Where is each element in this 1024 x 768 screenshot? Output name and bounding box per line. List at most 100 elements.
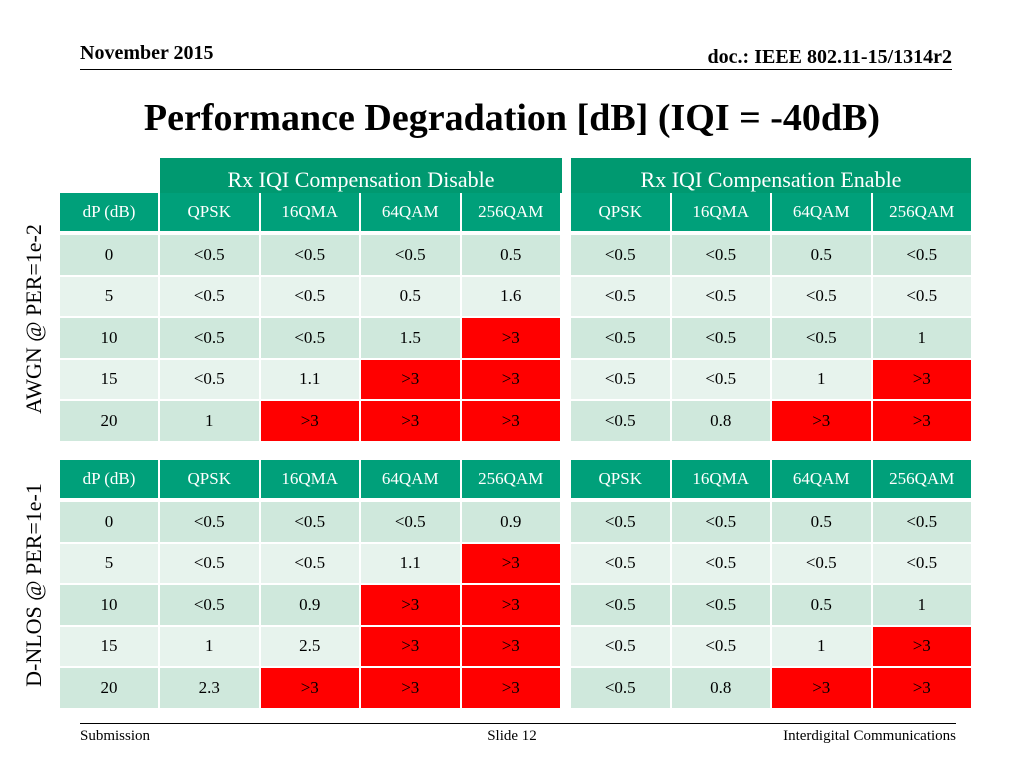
column-header: dP (dB) bbox=[60, 193, 160, 235]
column-header: 256QAM bbox=[461, 193, 562, 235]
table-cell: <0.5 bbox=[571, 543, 672, 585]
table-cell: >3 bbox=[361, 359, 462, 401]
table-row: 5 <0.5 <0.5 0.5 1.6 <0.5 <0.5 <0.5 <0.5 bbox=[60, 276, 973, 318]
table-row: 10 <0.5 0.9 >3 >3 <0.5 <0.5 0.5 1 bbox=[60, 585, 973, 627]
column-header: QPSK bbox=[160, 193, 261, 235]
table-cell: <0.5 bbox=[671, 543, 772, 585]
dp-cell: 20 bbox=[60, 401, 160, 443]
table-cell: >3 bbox=[361, 585, 462, 627]
slide-title: Performance Degradation [dB] (IQI = -40d… bbox=[143, 97, 881, 139]
table-cell: <0.5 bbox=[872, 276, 973, 318]
table-cell: <0.5 bbox=[160, 585, 261, 627]
dp-cell: 15 bbox=[60, 626, 160, 668]
table-row: 5 <0.5 <0.5 1.1 >3 <0.5 <0.5 <0.5 <0.5 bbox=[60, 543, 973, 585]
table-cell: <0.5 bbox=[772, 318, 873, 360]
table-cell: <0.5 bbox=[671, 318, 772, 360]
table-cell: <0.5 bbox=[160, 543, 261, 585]
table-cell: <0.5 bbox=[160, 276, 261, 318]
table-cell: <0.5 bbox=[571, 276, 672, 318]
table-cell: <0.5 bbox=[671, 235, 772, 277]
table-cell: <0.5 bbox=[571, 318, 672, 360]
table-cell: >3 bbox=[772, 668, 873, 710]
table-row: 20 2.3 >3 >3 >3 <0.5 0.8 >3 >3 bbox=[60, 668, 973, 710]
table-cell: >3 bbox=[361, 626, 462, 668]
table-cell: 0.8 bbox=[671, 401, 772, 443]
table-cell: <0.5 bbox=[872, 543, 973, 585]
column-header: 256QAM bbox=[461, 460, 562, 502]
table-cell: 1.1 bbox=[361, 543, 462, 585]
table-cell: <0.5 bbox=[671, 359, 772, 401]
group-header-compensation-enable: Rx IQI Compensation Enable bbox=[571, 158, 971, 194]
table-cell: 2.3 bbox=[160, 668, 261, 710]
footer-rule bbox=[80, 723, 956, 724]
table-cell: 0.5 bbox=[461, 235, 562, 277]
table-cell: 2.5 bbox=[260, 626, 361, 668]
table-cell: <0.5 bbox=[361, 502, 462, 544]
header-rule bbox=[80, 69, 952, 70]
table-cell: 0.9 bbox=[461, 502, 562, 544]
dp-cell: 10 bbox=[60, 585, 160, 627]
table-row: 20 1 >3 >3 >3 <0.5 0.8 >3 >3 bbox=[60, 401, 973, 443]
dp-cell: 0 bbox=[60, 235, 160, 277]
column-header: 16QMA bbox=[671, 460, 772, 502]
table-cell: >3 bbox=[872, 401, 973, 443]
column-header: 64QAM bbox=[772, 193, 873, 235]
table-cell: <0.5 bbox=[671, 626, 772, 668]
column-header: QPSK bbox=[160, 460, 261, 502]
dp-cell: 5 bbox=[60, 543, 160, 585]
table-cell: <0.5 bbox=[160, 235, 261, 277]
footer-submission: Submission bbox=[80, 728, 151, 744]
column-header: 64QAM bbox=[361, 193, 462, 235]
table-cell: >3 bbox=[772, 401, 873, 443]
table-cell: <0.5 bbox=[571, 359, 672, 401]
dp-cell: 10 bbox=[60, 318, 160, 360]
table-cell: >3 bbox=[461, 585, 562, 627]
table-cell: 1 bbox=[160, 401, 261, 443]
table-cell: 1.1 bbox=[260, 359, 361, 401]
header-doc-id: doc.: IEEE 802.11-15/1314r2 bbox=[707, 46, 952, 68]
header-date: November 2015 bbox=[80, 42, 214, 64]
dp-cell: 5 bbox=[60, 276, 160, 318]
table-cell: 1 bbox=[872, 585, 973, 627]
awgn-table: dP (dB) QPSK 16QMA 64QAM 256QAM QPSK 16QMA 64QA… bbox=[60, 193, 973, 443]
table-cell: <0.5 bbox=[361, 235, 462, 277]
group-header-compensation-disable: Rx IQI Compensation Disable bbox=[160, 158, 562, 194]
table-row: 10 <0.5 <0.5 1.5 >3 <0.5 <0.5 <0.5 1 bbox=[60, 318, 973, 360]
dp-cell: 15 bbox=[60, 359, 160, 401]
table-cell: >3 bbox=[872, 359, 973, 401]
table-cell: <0.5 bbox=[160, 359, 261, 401]
table-row: 0 <0.5 <0.5 <0.5 0.5 <0.5 <0.5 0.5 <0.5 bbox=[60, 235, 973, 277]
table-cell: >3 bbox=[361, 668, 462, 710]
column-gap bbox=[562, 359, 571, 401]
table-cell: 1 bbox=[772, 626, 873, 668]
table-cell: <0.5 bbox=[671, 585, 772, 627]
column-gap bbox=[562, 276, 571, 318]
table-cell: >3 bbox=[260, 668, 361, 710]
column-header: 64QAM bbox=[361, 460, 462, 502]
table-cell: <0.5 bbox=[260, 318, 361, 360]
table-cell: <0.5 bbox=[671, 502, 772, 544]
table-cell: >3 bbox=[361, 401, 462, 443]
table-cell: 0.5 bbox=[772, 235, 873, 277]
column-gap bbox=[562, 401, 571, 443]
table-cell: <0.5 bbox=[160, 502, 261, 544]
dnlos-table: dP (dB) QPSK 16QMA 64QAM 256QAM QPSK 16QMA 64QA… bbox=[60, 460, 973, 710]
column-gap bbox=[562, 626, 571, 668]
table-cell: >3 bbox=[461, 668, 562, 710]
column-header: 256QAM bbox=[872, 460, 973, 502]
table-cell: 1 bbox=[160, 626, 261, 668]
table-cell: <0.5 bbox=[872, 235, 973, 277]
table-cell: >3 bbox=[461, 543, 562, 585]
table-cell: <0.5 bbox=[571, 235, 672, 277]
table-cell: >3 bbox=[461, 626, 562, 668]
column-gap bbox=[562, 460, 571, 502]
column-header: 256QAM bbox=[872, 193, 973, 235]
column-header: 64QAM bbox=[772, 460, 873, 502]
table-cell: >3 bbox=[872, 668, 973, 710]
column-gap bbox=[562, 543, 571, 585]
dp-cell: 20 bbox=[60, 668, 160, 710]
table-cell: 1.5 bbox=[361, 318, 462, 360]
table-cell: >3 bbox=[461, 359, 562, 401]
table-cell: <0.5 bbox=[260, 276, 361, 318]
column-gap bbox=[562, 235, 571, 277]
